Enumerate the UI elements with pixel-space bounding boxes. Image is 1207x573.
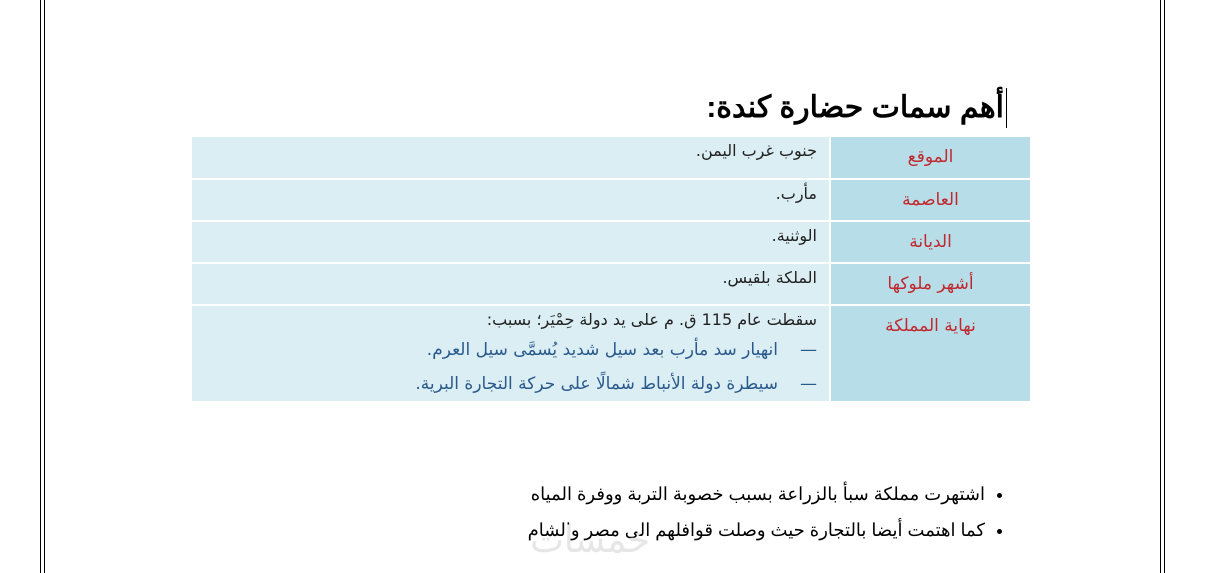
bullet-list: اشتهرت مملكة سبأ بالزراعة بسبب خصوبة الت… <box>528 476 1007 548</box>
row-content: مأرب. <box>192 179 830 222</box>
page-border <box>40 0 45 573</box>
table-row: أشهر ملوكها الملكة بلقيس. <box>192 263 1030 306</box>
watermark: خمسات <box>530 520 651 561</box>
page-border <box>1160 0 1165 573</box>
row-content: الوثنية. <box>192 221 830 264</box>
content-text: الملكة بلقيس. <box>722 268 817 287</box>
content-text: سقطت عام 115 ق. م على يد دولة حِمْيَر؛ ب… <box>486 310 817 329</box>
content-text: جنوب غرب اليمن. <box>695 141 817 160</box>
table-row: الموقع جنوب غرب اليمن. <box>192 137 1030 180</box>
bullet-item: كما اهتمت أيضا بالتجارة حيث وصلت قوافلهم… <box>528 512 985 548</box>
content-text: مأرب. <box>775 184 817 203</box>
reason-list: انهيار سد مأرب بعد سيل شديد يُسمَّى سيل … <box>204 333 817 401</box>
table-row: نهاية المملكة سقطت عام 115 ق. م على يد دو… <box>192 305 1030 403</box>
content-text: الوثنية. <box>771 226 817 245</box>
table: الموقع جنوب غرب اليمن. العاصمة مأرب. الديانة… <box>192 137 1030 403</box>
row-label: الديانة <box>829 221 1030 264</box>
row-content: الملكة بلقيس. <box>192 263 830 306</box>
reason-item: انهيار سد مأرب بعد سيل شديد يُسمَّى سيل … <box>204 333 817 367</box>
table-row: العاصمة مأرب. <box>192 179 1030 222</box>
row-content: سقطت عام 115 ق. م على يد دولة حِمْيَر؛ ب… <box>192 305 830 403</box>
table-row: الديانة الوثنية. <box>192 221 1030 264</box>
row-content: جنوب غرب اليمن. <box>192 137 830 180</box>
reason-item: سيطرة دولة الأنباط شمالًا على حركة التجا… <box>204 367 817 401</box>
title: أهم سمات حضارة كندة: <box>706 88 1007 128</box>
row-label: أشهر ملوكها <box>829 263 1030 306</box>
row-label: الموقع <box>829 137 1030 180</box>
row-label: العاصمة <box>829 179 1030 222</box>
row-label: نهاية المملكة <box>829 305 1030 403</box>
bullet-item: اشتهرت مملكة سبأ بالزراعة بسبب خصوبة الت… <box>528 476 985 512</box>
